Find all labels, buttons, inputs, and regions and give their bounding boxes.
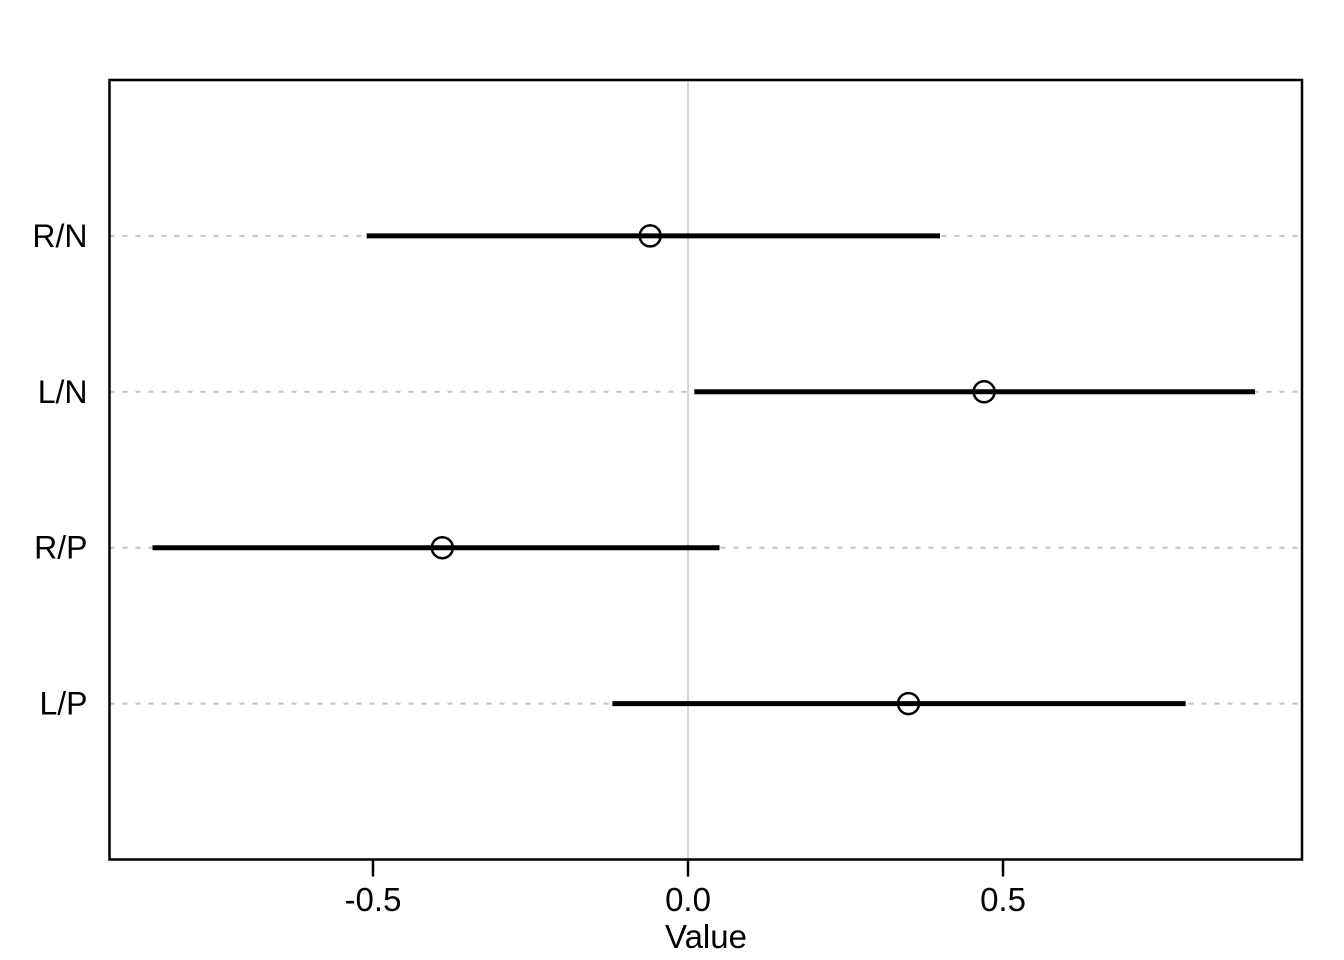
point-estimate-marker bbox=[430, 535, 455, 560]
plot-frame-layer bbox=[108, 78, 1304, 861]
point-estimate-marker bbox=[972, 380, 996, 404]
x-tick-label: 0.5 bbox=[980, 881, 1026, 918]
axis-layer: R/N L/N R/P L/P -0.5 0.0 0.5 bbox=[32, 218, 1026, 918]
x-tick-label: 0.0 bbox=[665, 881, 711, 918]
point-estimate-marker bbox=[896, 691, 921, 716]
data-layer bbox=[152, 224, 1255, 716]
y-category-label: L/N bbox=[38, 374, 88, 410]
x-tick-label: -0.5 bbox=[345, 881, 402, 918]
y-category-label: L/P bbox=[39, 686, 87, 722]
point-estimate-marker bbox=[638, 224, 662, 248]
gridlines-layer bbox=[109, 80, 1302, 860]
y-category-label: R/P bbox=[34, 530, 87, 566]
plot-border bbox=[108, 78, 1304, 861]
x-axis-title: Value bbox=[665, 918, 747, 955]
y-category-label: R/N bbox=[32, 218, 87, 254]
